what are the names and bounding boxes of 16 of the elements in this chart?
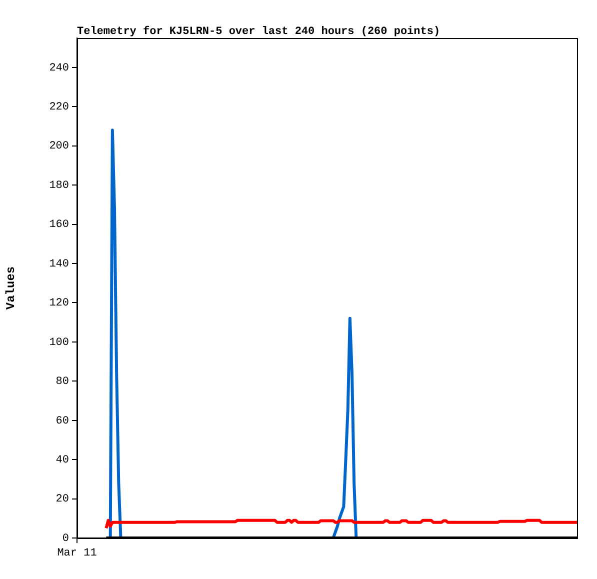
- y-tick-label: 160: [49, 219, 69, 232]
- y-axis-title: Values: [4, 266, 18, 310]
- y-tick-label: 120: [49, 298, 69, 310]
- y-tick-label: 60: [56, 415, 69, 428]
- y-tick-label: 40: [56, 454, 69, 466]
- chart-title: Telemetry for KJ5LRN-5 over last 240 hours (260 points): [77, 25, 440, 38]
- y-tick-label: 140: [49, 258, 69, 270]
- y-tick-label: 180: [49, 180, 69, 192]
- y-tick-label: 20: [56, 494, 69, 506]
- y-tick-label: 220: [49, 102, 69, 114]
- y-tick-label: 100: [49, 336, 69, 349]
- y-tick-label: 200: [49, 140, 69, 153]
- x-tick-label: Mar 11: [57, 548, 98, 560]
- y-tick-label: 80: [56, 376, 69, 388]
- y-tick-label: 240: [49, 62, 69, 74]
- y-tick-label: 0: [62, 532, 69, 545]
